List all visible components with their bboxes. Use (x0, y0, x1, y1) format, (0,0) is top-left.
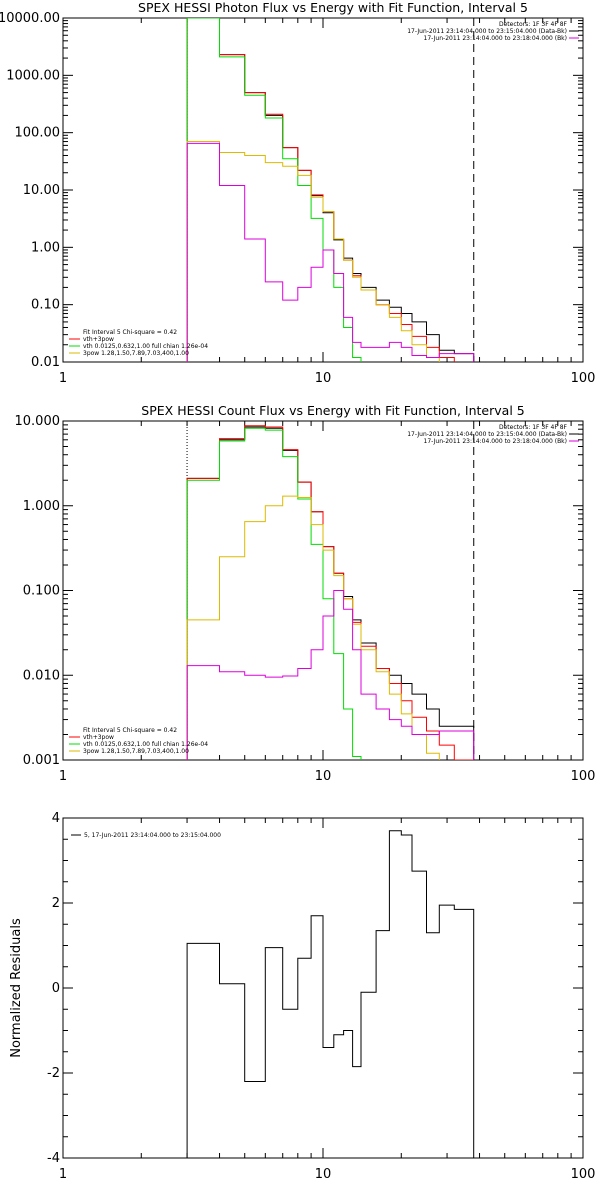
x-tick-label: 100 (571, 371, 596, 386)
y-tick-label: 1000.00 (6, 68, 60, 83)
series-line-3pow (186, 141, 440, 362)
y-tick-label: 2 (52, 896, 60, 911)
series-layer (186, 830, 475, 1158)
x-tick-label: 100 (571, 769, 596, 784)
chart-panel-3: 1 10 100 -4 -2 0 2 4 Normalized Residuals 5, 17-J… (9, 811, 596, 1182)
legend-text: 17-Jun-2011 23:14:04.000 to 23:15:04.000… (407, 431, 567, 438)
y-tick-label: 0 (52, 981, 60, 996)
y-axis-label: Normalized Residuals (9, 918, 24, 1058)
series-line-data-bk (186, 426, 475, 760)
legend-text: vth 0.0125,0.632,1.00 full chian 1.26e-0… (83, 343, 208, 350)
x-tick-label: 100 (571, 1167, 596, 1182)
legend-text: Detectors: 1F 3F 4F 8F (499, 424, 568, 431)
series-line-3pow (186, 495, 440, 760)
series-layer (186, 18, 475, 362)
y-tick-label: 100.00 (15, 126, 61, 141)
y-tick-label: 10000.00 (0, 11, 60, 26)
y-tick-label: 0.001 (23, 753, 60, 768)
series-line-vth (186, 427, 362, 760)
chart-title: SPEX HESSI Photon Flux vs Energy with Fi… (138, 0, 528, 15)
x-tick-label: 10 (315, 769, 332, 784)
series-line-bk (186, 590, 475, 760)
legend-text: vth 0.0125,0.632,1.00 full chian 1.26e-0… (83, 741, 208, 748)
x-tick-label: 1 (59, 1167, 67, 1182)
y-tick-label: 10.000 (15, 414, 61, 429)
x-tick-label: 1 (59, 769, 67, 784)
series-line-5-17-jun-2011-23-14-04-0 (186, 830, 475, 1158)
legend-text: 5, 17-Jun-2011 23:14:04.000 to 23:15:04.… (84, 832, 221, 839)
x-tick-label: 10 (315, 1167, 332, 1182)
chart-title: SPEX HESSI Count Flux vs Energy with Fit… (141, 403, 524, 418)
legend-text: vth+3pow (83, 336, 114, 343)
y-tick-label: 0.100 (23, 584, 60, 599)
x-tick-label: 10 (315, 371, 332, 386)
legend-text: 17-Jun-2011 23:14:04.000 to 23:15:04.000… (407, 28, 567, 35)
series-line-vth-3pow (186, 425, 475, 760)
y-tick-label: 0.010 (23, 668, 60, 683)
legend-text: 3pow 1.28,1.50,7.89,7.03,400,1.00 (83, 350, 189, 357)
series-line-vth (186, 18, 362, 362)
y-tick-label: -4 (47, 1151, 60, 1166)
series-layer (186, 425, 475, 760)
series-line-vth-3pow (186, 18, 455, 362)
legend-text: Fit Interval 5 Chi-square = 0.42 (83, 727, 177, 734)
y-tick-label: 10.00 (23, 183, 60, 198)
y-tick-label: 4 (52, 811, 60, 826)
series-line-bk (186, 142, 475, 362)
legend-text: vth+3pow (83, 734, 114, 741)
y-tick-label: 0.10 (31, 298, 60, 313)
legend-text: Detectors: 1F 3F 4F 8F (499, 21, 568, 28)
legend-text: 3pow 1.28,1.50,7.89,7.03,400,1.00 (83, 748, 189, 755)
legend-text: Fit Interval 5 Chi-square = 0.42 (83, 329, 177, 336)
y-tick-label: -2 (47, 1066, 60, 1081)
legend-text: 17-Jun-2011 23:14:04.000 to 23:18:04.000… (424, 438, 567, 445)
chart-panel-1: 1 10 100 0.01 0.10 1.00 10.00 100.00 1000.00 1000… (0, 0, 596, 386)
plot-frame (62, 17, 584, 363)
chart-panel-2: 1 10 100 0.001 0.010 0.100 1.000 10.000 SPEX HES… (15, 403, 596, 784)
series-line-data-bk (186, 18, 475, 362)
legend-text: 17-Jun-2011 23:14:04.000 to 23:18:04.000… (424, 35, 567, 42)
y-tick-label: 0.01 (31, 355, 60, 370)
y-tick-label: 1.000 (23, 499, 60, 514)
x-tick-label: 1 (59, 371, 67, 386)
y-tick-label: 1.00 (31, 240, 60, 255)
